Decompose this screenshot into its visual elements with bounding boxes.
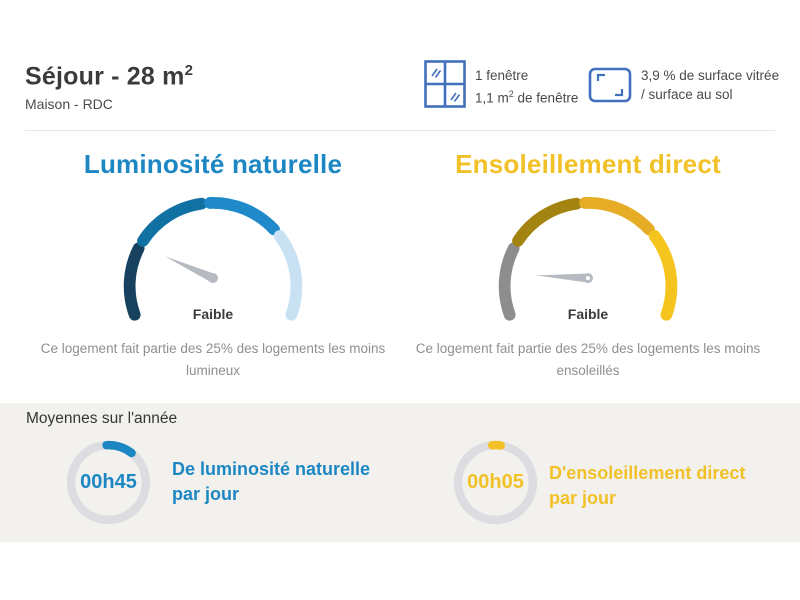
direct-sunlight-title: Ensoleillement direct <box>455 149 721 179</box>
natural-light-ring: 00h45 <box>66 440 151 525</box>
direct-sunlight-level: Faible <box>567 306 609 322</box>
natural-light-description: Ce logement fait partie des 25% des loge… <box>40 341 386 378</box>
natural-light-level: Faible <box>192 306 234 322</box>
direct-sunlight-average-label: D'ensoleillement direct par jour <box>549 461 745 511</box>
label-line-1: D'ensoleillement direct <box>549 463 746 483</box>
gauge-segment-3 <box>579 197 655 236</box>
natural-light-hours: 00h45 <box>80 471 137 493</box>
square-meter-sup: 2 <box>184 62 194 79</box>
gauge-segment-2 <box>512 197 583 247</box>
page-subtitle: Maison - RDC <box>25 96 113 112</box>
direct-sunlight-ring: 00h05 <box>453 440 538 525</box>
natural-light-ring-chart <box>66 440 151 525</box>
gauge-segment-1 <box>123 242 145 321</box>
label-line-1: De luminosité naturelle <box>172 459 371 479</box>
page-title: Séjour - 28 m2 <box>25 62 193 91</box>
gauge-needle-pivot-hole <box>585 275 591 281</box>
window-area: 1,1 m2 de fenêtre <box>475 89 579 106</box>
natural-light-title: Luminosité naturelle <box>83 149 343 179</box>
direct-sunlight-gauge <box>498 197 678 321</box>
label-line-2: par jour <box>172 484 240 504</box>
glazed-surface-ratio-2: / surface au sol <box>641 87 733 102</box>
gauge-needle-pivot <box>208 273 218 284</box>
natural-light-gauge <box>123 197 303 321</box>
room-name: Séjour - 28 m <box>25 62 185 91</box>
window-icon <box>424 60 466 108</box>
averages-section-title: Moyennes sur l'année <box>26 410 178 427</box>
window-info-item: 1 fenêtre 1,1 m2 de fenêtre <box>424 60 578 108</box>
glazed-surface-text: 3,9 % de surface vitrée / surface au sol <box>641 66 779 104</box>
label-line-2: par jour <box>549 488 617 508</box>
glazed-surface-ratio: 3,9 % de surface vitrée <box>641 68 780 83</box>
header-divider <box>25 130 775 131</box>
glazed-surface-icon <box>588 67 632 103</box>
window-info-text: 1 fenêtre 1,1 m2 de fenêtre <box>475 66 578 108</box>
gauge-segment-4 <box>648 230 678 321</box>
natural-light-panel: Luminosité naturelle Faible Ce logement … <box>23 131 403 403</box>
gauge-segment-3 <box>204 197 280 236</box>
direct-sunlight-panel: Ensoleillement direct Faible Ce logement… <box>398 131 778 403</box>
yearly-averages-band: Moyennes sur l'année 00h45 De luminosité… <box>0 403 800 542</box>
gauge-segment-1 <box>498 242 520 321</box>
gauge-needle <box>164 256 215 283</box>
direct-sunlight-ring-chart <box>453 440 538 525</box>
gauge-needle <box>536 273 589 283</box>
ring-progress <box>102 440 136 458</box>
natural-light-average-label: De luminosité naturelle par jour <box>172 457 370 507</box>
window-count: 1 fenêtre <box>475 68 529 83</box>
direct-sunlight-description: Ce logement fait partie des 25% des loge… <box>415 341 761 378</box>
gauge-segment-2 <box>137 197 208 247</box>
gauge-segment-4 <box>273 230 303 321</box>
glazed-surface-info-item: 3,9 % de surface vitrée / surface au sol <box>588 60 779 108</box>
direct-sunlight-hours: 00h05 <box>467 471 524 493</box>
